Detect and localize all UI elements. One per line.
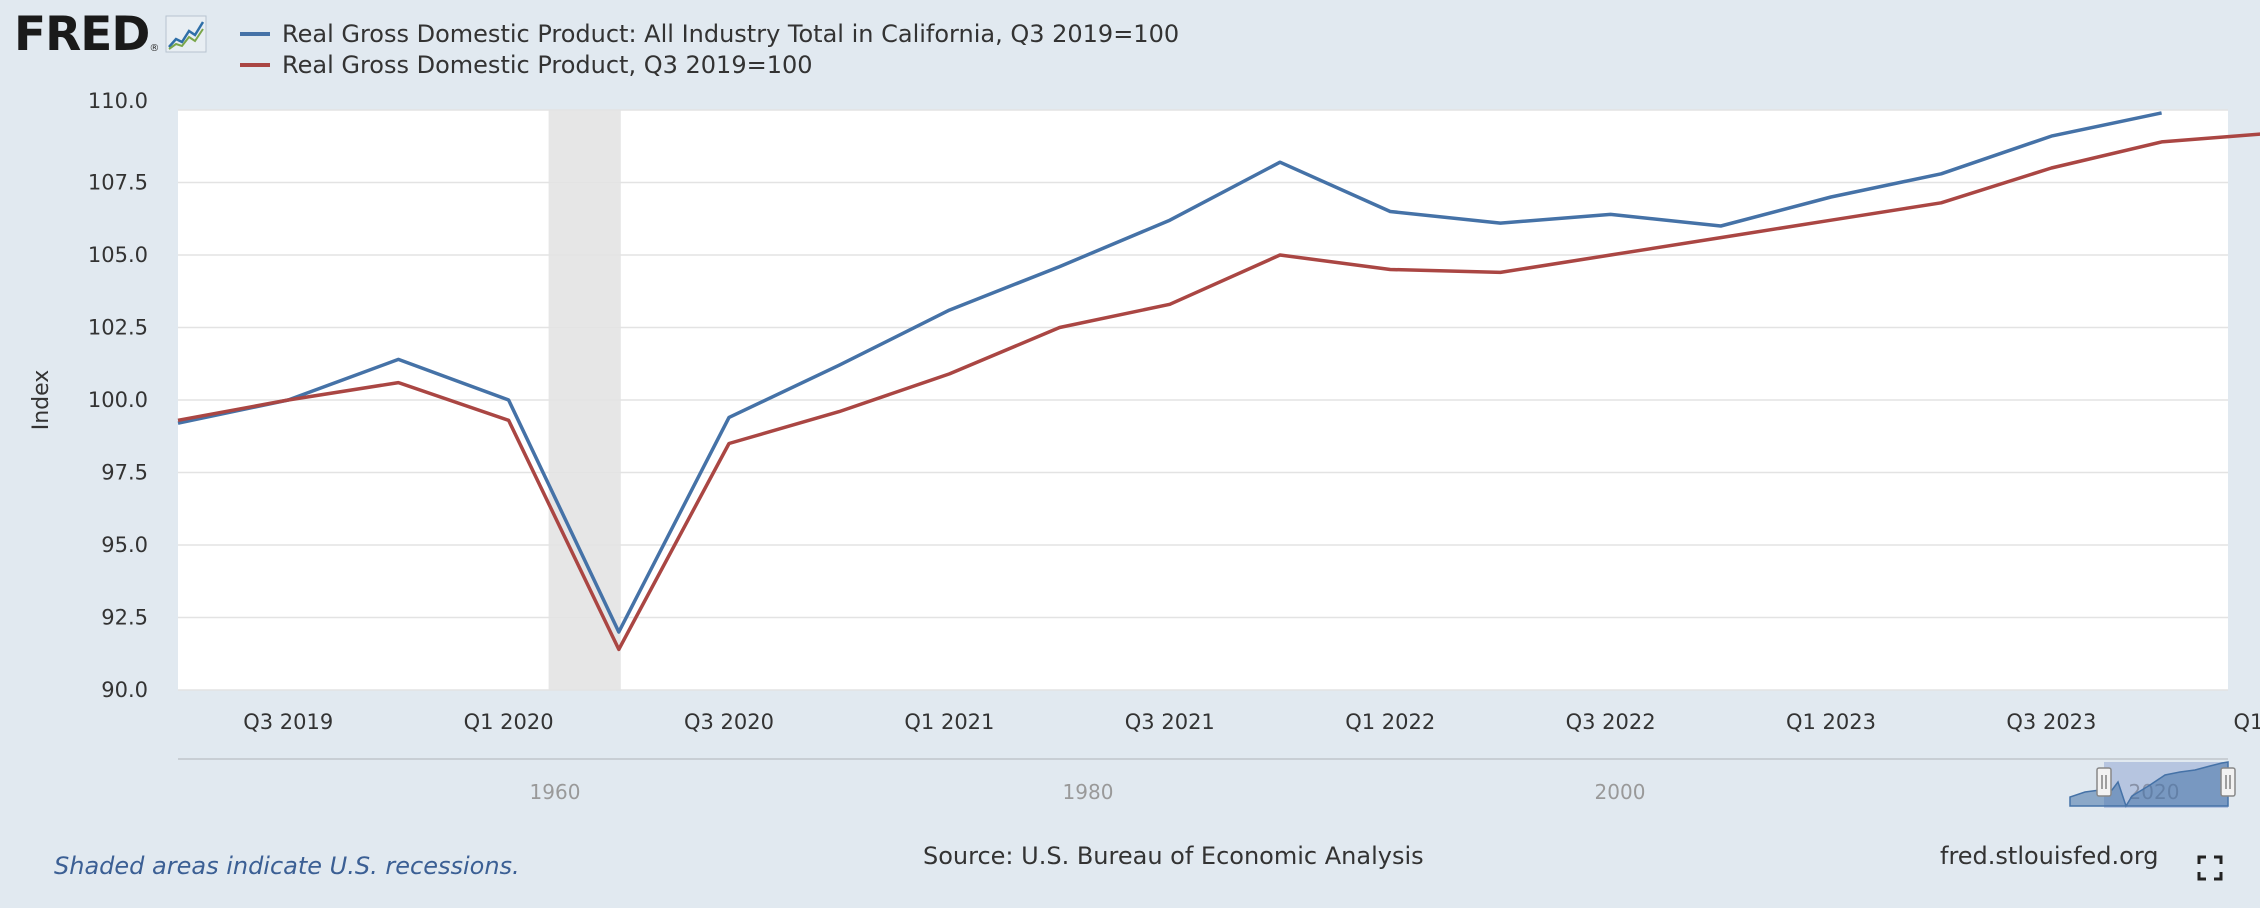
y-tick-label: 97.5 — [101, 461, 148, 485]
y-axis-label: Index — [29, 370, 54, 431]
x-tick-label: Q1 2020 — [464, 710, 554, 734]
navigator-label: 2000 — [1595, 780, 1646, 804]
navigator-handle-right[interactable] — [2220, 767, 2236, 797]
y-tick-labels: 90.0 92.5 95.0 97.5 100.0 102.5 105.0 107.5 110.… — [88, 89, 148, 702]
fred-logo[interactable]: FRED ® — [14, 8, 207, 60]
y-tick-label: 105.0 — [88, 243, 148, 267]
navigator-label: 1960 — [530, 780, 581, 804]
site-link[interactable]: fred.stlouisfed.org — [1940, 842, 2159, 870]
y-tick-label: 95.0 — [101, 533, 148, 557]
legend-label-california: Real Gross Domestic Product: All Industr… — [282, 19, 1180, 48]
series-line-us — [177, 132, 2260, 652]
legend-item-us[interactable]: Real Gross Domestic Product, Q3 2019=100 — [240, 49, 1179, 80]
x-tick-label: Q3 2020 — [684, 710, 774, 734]
fullscreen-icon[interactable] — [2197, 855, 2223, 881]
source-text: Source: U.S. Bureau of Economic Analysis — [923, 842, 1424, 870]
y-tick-label: 90.0 — [101, 678, 148, 702]
recession-note: Shaded areas indicate U.S. recessions. — [54, 852, 520, 880]
x-tick-label: Q1 2022 — [1345, 710, 1435, 734]
navigator-handle-left[interactable] — [2096, 767, 2112, 797]
gridlines-group — [178, 109, 2228, 691]
y-tick-label: 102.5 — [88, 316, 148, 340]
logo-text: FRED — [14, 6, 150, 62]
y-tick-label: 110.0 — [88, 89, 148, 113]
y-tick-label: 92.5 — [101, 606, 148, 630]
registered-mark: ® — [149, 43, 160, 54]
x-tick-label: Q3 2019 — [243, 710, 333, 734]
x-tick-label: Q1 2021 — [904, 710, 994, 734]
x-tick-label: Q1 202 — [2233, 710, 2260, 734]
y-tick-label: 100.0 — [88, 388, 148, 412]
series-line-california — [177, 111, 2162, 634]
legend-item-california[interactable]: Real Gross Domestic Product: All Industr… — [240, 18, 1179, 49]
x-tick-label: Q3 2023 — [2006, 710, 2096, 734]
legend: Real Gross Domestic Product: All Industr… — [240, 18, 1179, 80]
range-navigator[interactable]: 1960198020002020 — [178, 758, 2236, 808]
legend-swatch-california — [240, 31, 270, 36]
x-tick-label: Q1 2023 — [1786, 710, 1876, 734]
navigator-label: 1980 — [1063, 780, 1114, 804]
y-tick-label: 107.5 — [88, 171, 148, 195]
legend-label-us: Real Gross Domestic Product, Q3 2019=100 — [282, 50, 813, 79]
x-tick-label: Q3 2022 — [1566, 710, 1656, 734]
series-group — [177, 111, 2260, 652]
chart-logo-icon — [165, 15, 207, 53]
x-tick-labels: Q3 2019 Q1 2020 Q3 2020 Q1 2021 Q3 2021 Q1 20… — [243, 710, 2260, 734]
legend-swatch-us — [240, 62, 270, 67]
x-tick-label: Q3 2021 — [1125, 710, 1215, 734]
